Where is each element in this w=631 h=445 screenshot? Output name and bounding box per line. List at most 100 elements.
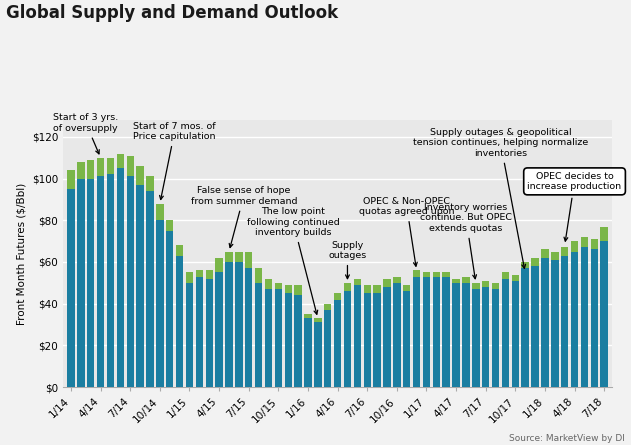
- Bar: [97, 158, 104, 177]
- Bar: [146, 177, 154, 191]
- Text: Start of 7 mos. of
Price capitulation: Start of 7 mos. of Price capitulation: [133, 121, 216, 199]
- Bar: [215, 258, 223, 272]
- Bar: [452, 279, 460, 283]
- Bar: [225, 251, 233, 262]
- Text: Source: MarketView by DI: Source: MarketView by DI: [509, 434, 625, 443]
- Text: Start of 3 yrs.
of oversupply: Start of 3 yrs. of oversupply: [53, 113, 119, 154]
- Bar: [374, 293, 380, 387]
- Text: The low point
following continued
inventory builds: The low point following continued invent…: [247, 207, 339, 314]
- Bar: [206, 271, 213, 279]
- Text: Supply
outages: Supply outages: [328, 240, 367, 279]
- Bar: [601, 241, 608, 387]
- Y-axis label: Front Month Futures ($/Bbl): Front Month Futures ($/Bbl): [16, 182, 27, 325]
- Bar: [176, 256, 184, 387]
- Bar: [581, 237, 588, 247]
- Bar: [196, 271, 203, 277]
- Bar: [551, 260, 558, 387]
- Bar: [255, 283, 262, 387]
- Bar: [225, 262, 233, 387]
- Bar: [87, 178, 95, 387]
- Bar: [206, 279, 213, 387]
- Bar: [571, 251, 578, 387]
- Bar: [452, 283, 460, 387]
- Bar: [601, 227, 608, 241]
- Bar: [393, 283, 401, 387]
- Bar: [274, 289, 282, 387]
- Bar: [97, 177, 104, 387]
- Bar: [156, 220, 163, 387]
- Text: OPEC decides to
increase production: OPEC decides to increase production: [528, 172, 622, 241]
- Bar: [107, 158, 114, 174]
- Bar: [472, 289, 480, 387]
- Bar: [77, 178, 85, 387]
- Bar: [274, 283, 282, 289]
- Bar: [68, 170, 74, 189]
- Bar: [136, 185, 144, 387]
- Bar: [245, 251, 252, 268]
- Bar: [146, 191, 154, 387]
- Bar: [295, 285, 302, 295]
- Bar: [77, 162, 85, 178]
- Bar: [156, 204, 163, 220]
- Bar: [374, 285, 380, 293]
- Bar: [363, 285, 371, 293]
- Bar: [344, 291, 351, 387]
- Bar: [353, 279, 361, 285]
- Bar: [561, 247, 569, 256]
- Text: False sense of hope
from summer demand: False sense of hope from summer demand: [191, 186, 297, 247]
- Bar: [512, 281, 519, 387]
- Bar: [324, 310, 331, 387]
- Bar: [186, 272, 193, 283]
- Bar: [413, 277, 420, 387]
- Bar: [186, 283, 193, 387]
- Bar: [363, 293, 371, 387]
- Bar: [314, 323, 322, 387]
- Bar: [502, 272, 509, 279]
- Bar: [403, 285, 410, 291]
- Bar: [265, 289, 272, 387]
- Bar: [423, 272, 430, 277]
- Bar: [68, 189, 74, 387]
- Bar: [235, 262, 242, 387]
- Bar: [176, 245, 184, 256]
- Bar: [393, 277, 401, 283]
- Bar: [571, 241, 578, 251]
- Bar: [383, 279, 391, 287]
- Text: Supply outages & geopolitical
tension continues, helping normalize
inventories: Supply outages & geopolitical tension co…: [413, 128, 588, 268]
- Bar: [245, 268, 252, 387]
- Bar: [403, 291, 410, 387]
- Bar: [344, 283, 351, 291]
- Bar: [196, 277, 203, 387]
- Bar: [353, 285, 361, 387]
- Bar: [423, 277, 430, 387]
- Bar: [255, 268, 262, 283]
- Bar: [324, 303, 331, 310]
- Bar: [463, 283, 469, 387]
- Bar: [531, 266, 539, 387]
- Bar: [482, 287, 490, 387]
- Bar: [433, 277, 440, 387]
- Bar: [512, 275, 519, 281]
- Bar: [591, 250, 598, 387]
- Bar: [472, 283, 480, 289]
- Bar: [117, 168, 124, 387]
- Bar: [285, 285, 292, 293]
- Bar: [521, 268, 529, 387]
- Bar: [502, 279, 509, 387]
- Bar: [551, 251, 558, 260]
- Bar: [304, 314, 312, 318]
- Bar: [285, 293, 292, 387]
- Bar: [295, 295, 302, 387]
- Bar: [541, 258, 548, 387]
- Bar: [314, 318, 322, 323]
- Bar: [136, 166, 144, 185]
- Bar: [166, 231, 174, 387]
- Bar: [127, 156, 134, 177]
- Bar: [334, 299, 341, 387]
- Bar: [492, 283, 499, 289]
- Bar: [492, 289, 499, 387]
- Bar: [442, 277, 450, 387]
- Bar: [107, 174, 114, 387]
- Bar: [127, 177, 134, 387]
- Bar: [166, 220, 174, 231]
